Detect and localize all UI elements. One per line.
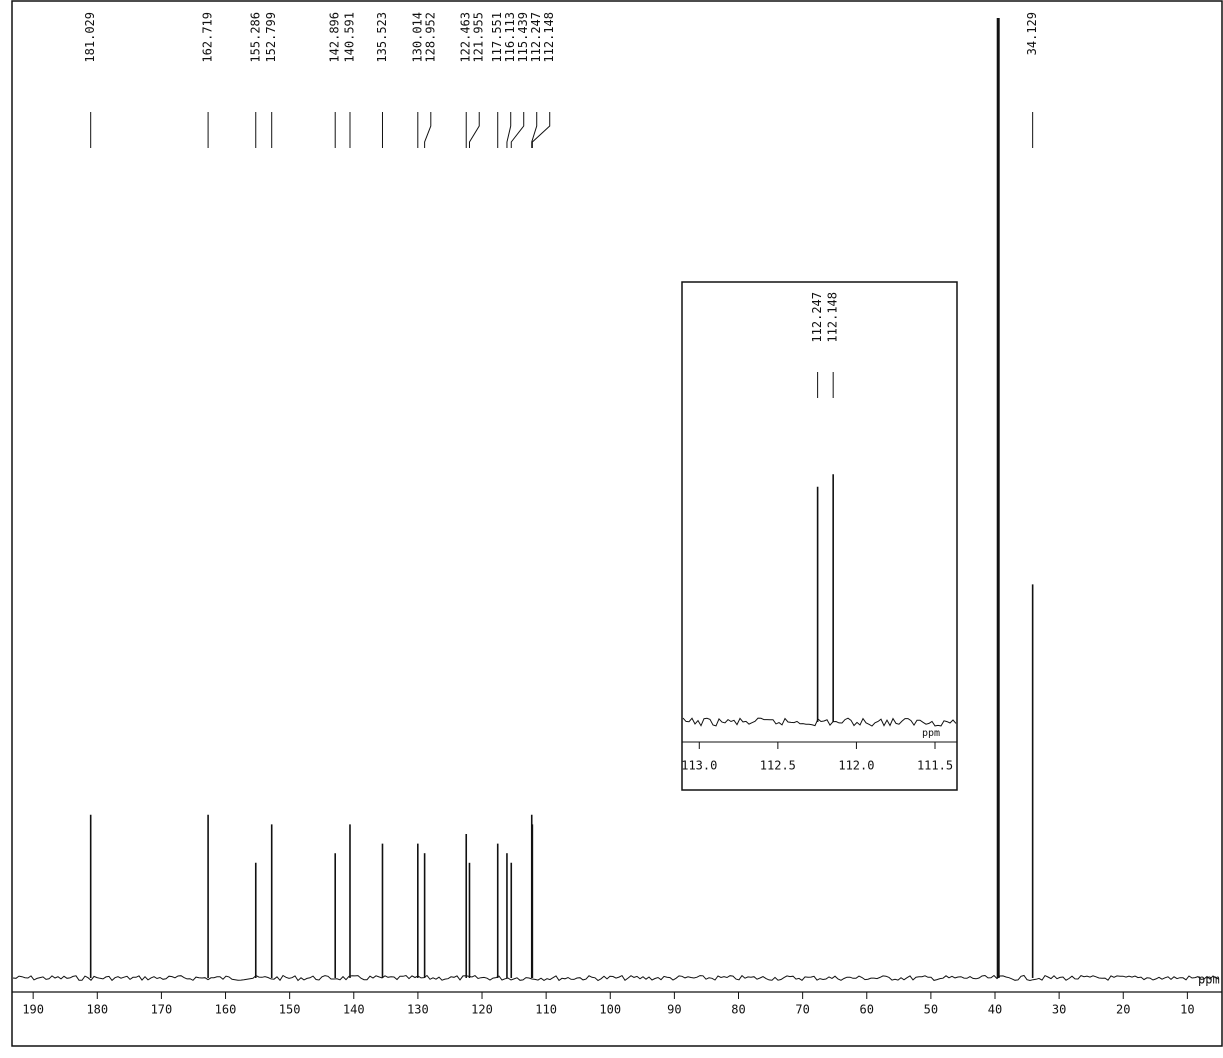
peak-leader: [531, 112, 538, 148]
x-tick-label: 140: [343, 1003, 365, 1017]
peak-label: 112.247: [529, 12, 543, 63]
x-tick-label: 130: [407, 1003, 429, 1017]
x-tick-label: 120: [471, 1003, 493, 1017]
peak-leader: [531, 112, 551, 148]
peak-label: 115.439: [516, 12, 530, 63]
peak-label: 128.952: [423, 12, 437, 63]
peak-label: 122.463: [459, 12, 473, 63]
x-tick-label: 30: [1052, 1003, 1066, 1017]
peak-label: 117.551: [490, 12, 504, 63]
peak-label: 162.719: [201, 12, 215, 63]
peak-label: 142.896: [328, 12, 342, 63]
peak-leader: [424, 112, 432, 148]
peak-label: 34.129: [1025, 12, 1039, 55]
peak-label: 112.148: [542, 12, 556, 63]
peak-label: 121.955: [472, 12, 486, 63]
baseline-noise: [682, 717, 957, 727]
inset-frame: [681, 281, 958, 791]
x-tick-label: 180: [86, 1003, 108, 1017]
peak-label: 112.148: [826, 292, 840, 343]
x-tick-label: 170: [151, 1003, 173, 1017]
x-axis-label: ppm: [1198, 973, 1220, 987]
x-tick-label: 112.5: [760, 759, 796, 773]
x-tick-label: 100: [599, 1003, 621, 1017]
peak-label: 152.799: [264, 12, 278, 63]
x-tick-label: 113.0: [681, 759, 717, 773]
x-tick-label: 112.0: [838, 759, 874, 773]
peak-label: 130.014: [410, 12, 424, 63]
x-tick-label: 40: [988, 1003, 1002, 1017]
peak-label: 112.247: [810, 292, 824, 343]
x-tick-label: 111.5: [917, 759, 953, 773]
peak-leader: [510, 112, 525, 148]
x-tick-label: 20: [1116, 1003, 1130, 1017]
inset-x-axis-label: ppm: [922, 728, 940, 739]
peak-leader: [506, 112, 512, 148]
x-tick-label: 60: [860, 1003, 874, 1017]
x-tick-label: 80: [731, 1003, 745, 1017]
peak-leader: [468, 112, 480, 148]
peak-label: 155.286: [248, 12, 262, 63]
x-tick-label: 50: [924, 1003, 938, 1017]
peak-label: 181.029: [83, 12, 97, 63]
frame: [11, 0, 1223, 1047]
peak-label: 116.113: [503, 12, 517, 63]
x-tick-label: 70: [795, 1003, 809, 1017]
x-tick-label: 150: [279, 1003, 301, 1017]
baseline-noise: [12, 974, 1220, 982]
peak-label: 140.591: [342, 12, 356, 63]
x-tick-label: 110: [535, 1003, 557, 1017]
x-tick-label: 10: [1180, 1003, 1194, 1017]
x-tick-label: 90: [667, 1003, 681, 1017]
x-tick-label: 190: [22, 1003, 44, 1017]
peak-label: 135.523: [375, 12, 389, 63]
x-tick-label: 160: [215, 1003, 237, 1017]
